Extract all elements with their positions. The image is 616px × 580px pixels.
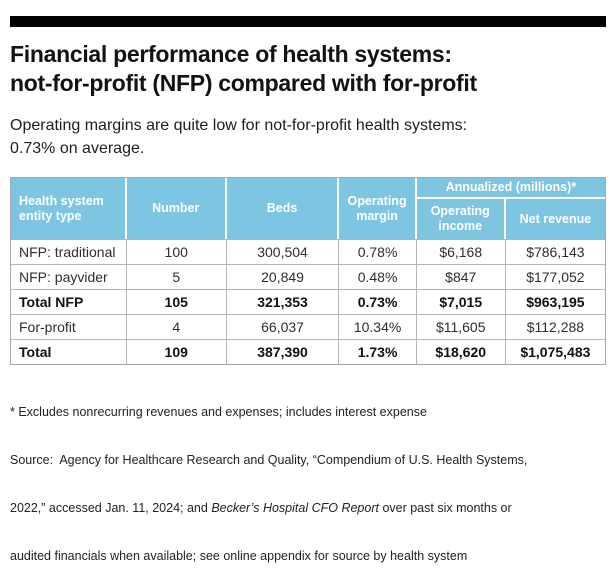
table-cell: 1.73% <box>339 339 417 364</box>
table-cell: Total <box>11 339 127 364</box>
financial-table: Health system entity type Number Beds Op… <box>10 177 606 365</box>
footnote-asterisk: * Excludes nonrecurring revenues and exp… <box>10 405 427 419</box>
table-cell: $177,052 <box>505 264 605 289</box>
footnote-source-line-3: audited financials when available; see o… <box>10 549 468 563</box>
page-title-line-1: Financial performance of health systems: <box>10 41 452 67</box>
table-row-total: Total 109 387,390 1.73% $18,620 $1,075,4… <box>11 339 605 364</box>
table-cell: 4 <box>126 314 227 339</box>
table-cell: 300,504 <box>226 239 340 264</box>
table-cell: $6,168 <box>416 239 506 264</box>
table-cell: $112,288 <box>505 314 605 339</box>
column-header-operating-income: Operating income <box>416 199 506 239</box>
table-cell: $963,195 <box>505 289 605 314</box>
table-row-nfp-traditional: NFP: traditional 100 300,504 0.78% $6,16… <box>11 239 605 264</box>
table-cell: $18,620 <box>416 339 506 364</box>
top-accent-bar <box>10 16 606 27</box>
table-row-nfp-payvider: NFP: payvider 5 20,849 0.48% $847 $177,0… <box>11 264 605 289</box>
table-cell: 387,390 <box>226 339 340 364</box>
column-header-beds: Beds <box>226 178 340 239</box>
table-cell: Total NFP <box>11 289 127 314</box>
table-row-total-nfp: Total NFP 105 321,353 0.73% $7,015 $963,… <box>11 289 605 314</box>
page-title-line-2: not-for-profit (NFP) compared with for-p… <box>10 70 477 96</box>
footnote-source-line-2: 2022,” accessed Jan. 11, 2024; and Becke… <box>10 500 606 516</box>
footnote-source-line-2-italic: Becker’s Hospital CFO Report <box>211 501 379 515</box>
subtitle: Operating margins are quite low for not-… <box>10 114 606 160</box>
table-cell: 109 <box>126 339 227 364</box>
table-cell: 105 <box>126 289 227 314</box>
table-cell: NFP: payvider <box>11 264 127 289</box>
table-cell: $786,143 <box>505 239 605 264</box>
footnote-source-line-2-pre: 2022,” accessed Jan. 11, 2024; and <box>10 501 212 515</box>
table-cell: 20,849 <box>226 264 340 289</box>
table-cell: For-profit <box>11 314 127 339</box>
table-cell: 10.34% <box>339 314 417 339</box>
table-cell: 5 <box>126 264 227 289</box>
table-cell: 0.73% <box>339 289 417 314</box>
column-header-entity-type: Health system entity type <box>11 178 127 239</box>
column-header-operating-margin: Operating margin <box>339 178 417 239</box>
table-cell: NFP: traditional <box>11 239 127 264</box>
table-cell: 0.78% <box>339 239 417 264</box>
table-cell: $11,605 <box>416 314 506 339</box>
table-cell: 0.48% <box>339 264 417 289</box>
footnotes: * Excludes nonrecurring revenues and exp… <box>10 372 606 580</box>
subtitle-line-2: 0.73% on average. <box>10 140 145 157</box>
table-cell: $7,015 <box>416 289 506 314</box>
table-header: Health system entity type Number Beds Op… <box>11 178 605 239</box>
subtitle-line-1: Operating margins are quite low for not-… <box>10 117 468 134</box>
column-header-net-revenue: Net revenue <box>505 199 605 239</box>
table-cell: 321,353 <box>226 289 340 314</box>
table-cell: 66,037 <box>226 314 340 339</box>
table-cell: $847 <box>416 264 506 289</box>
column-header-group-annualized: Annualized (millions)* <box>416 178 605 199</box>
page-title: Financial performance of health systems:… <box>10 40 606 98</box>
footnote-source-line-1: Source: Agency for Healthcare Research a… <box>10 453 528 467</box>
column-header-number: Number <box>126 178 227 239</box>
table-cell: 100 <box>126 239 227 264</box>
table-row-for-profit: For-profit 4 66,037 10.34% $11,605 $112,… <box>11 314 605 339</box>
table-cell: $1,075,483 <box>505 339 605 364</box>
footnote-source-line-2-post: over past six months or <box>378 501 512 515</box>
